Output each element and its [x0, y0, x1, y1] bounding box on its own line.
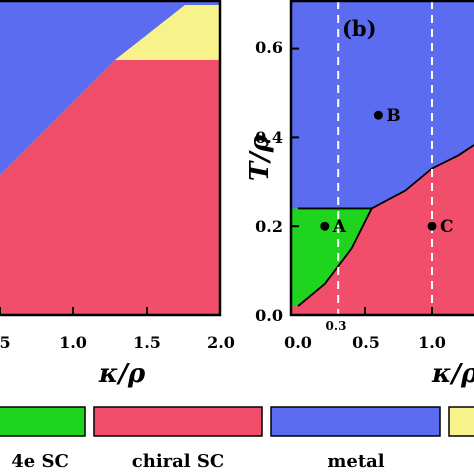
panel-b-region-metal [291, 1, 474, 209]
panel-b-y-tick-0.6: 0.6 [255, 38, 283, 57]
panel-b: ABC (b) 0.3 0.0 0.2 0.4 0.6 0.0 0.5 1.0 … [245, 0, 474, 389]
legend-swatch-metal [270, 406, 441, 437]
panel-b-point-A [320, 221, 330, 231]
panel-b-boundary-4e-chiral [297, 208, 373, 307]
panel-a-x-tick-2.0: 2.0 [207, 333, 235, 352]
panel-a-x-tick-partial: 5 [0, 333, 11, 352]
panel-a-x-tick-1.5: 1.5 [133, 333, 161, 352]
panel-b-region-chiral-sc [291, 145, 474, 315]
panel-b-boundary-metal-chiral [371, 144, 474, 210]
panel-a-frame [0, 0, 222, 317]
panel-b-x-tick-0.5: 0.5 [352, 333, 380, 352]
legend: 4e SC chiral SC metal [0, 406, 474, 472]
panel-b-title: (b) [342, 16, 377, 41]
panel-b-dashed-label-0.3: 0.3 [326, 319, 347, 333]
legend-swatch-yellow [448, 406, 474, 437]
legend-swatch-chiral-sc [93, 406, 263, 437]
legend-swatch-4e-sc [0, 406, 86, 437]
panel-b-point-B [373, 110, 383, 120]
panel-a-x-tick-1.0: 1.0 [59, 333, 87, 352]
panel-b-point-label-C: C [440, 217, 454, 237]
panel-a: 5 1.0 1.5 2.0 κ/ρ [0, 0, 235, 389]
panel-b-region-4e-sc [291, 208, 372, 307]
legend-label-chiral-sc: chiral SC [132, 451, 224, 472]
panel-b-y-tick-0.4: 0.4 [255, 128, 283, 147]
legend-label-4e-sc: 4e SC [11, 451, 69, 472]
panel-a-region-metal [0, 1, 220, 175]
panel-b-point-C [427, 221, 437, 231]
panel-b-dashed-lines [337, 1, 433, 315]
panel-b-frame [289, 0, 474, 317]
panel-b-points: A B C [320, 106, 454, 237]
panel-b-ticks [291, 47, 433, 316]
panel-b-x-tick-1.0: 1.0 [418, 333, 446, 352]
panel-a-x-ticks [0, 307, 148, 315]
panel-b-y-tick-0.2: 0.2 [255, 217, 283, 236]
panel-b-y-tick-0.0: 0.0 [255, 306, 283, 325]
panel-b-point-label-A: A [332, 217, 347, 237]
panel-b-point-label-B: B [386, 106, 400, 126]
panel-b-x-tick-0.0: 0.0 [284, 333, 312, 352]
panel-b-x-axis-label: κ/ρ [431, 359, 474, 389]
panel-a-region-yellow [115, 5, 220, 60]
panel-a-region-chiral-sc [0, 60, 220, 315]
panel-a-x-axis-label: κ/ρ [98, 359, 146, 389]
legend-label-metal: metal [327, 451, 384, 472]
panel-b-y-axis-label: T/ρ [245, 134, 275, 181]
